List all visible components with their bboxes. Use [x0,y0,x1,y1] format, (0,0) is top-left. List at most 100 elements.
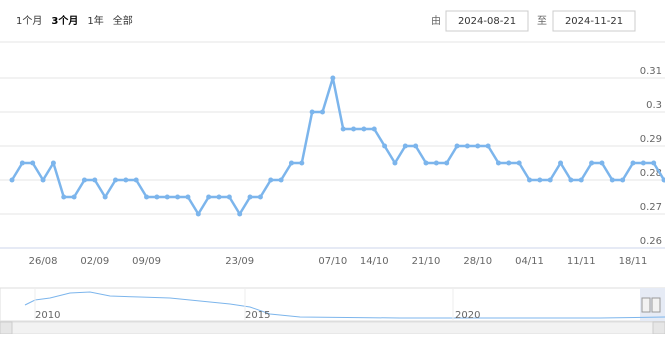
point [247,194,253,200]
x-tick-label: 11/11 [567,256,596,267]
point [30,160,36,166]
from-label: 由 [431,14,441,27]
point [309,109,315,115]
navigator-handle[interactable] [651,297,661,313]
x-tick-label: 09/09 [132,256,161,267]
y-tick-label: 0.31 [640,66,662,77]
navigator-series [24,291,665,319]
point [485,143,491,149]
to-input[interactable] [552,10,636,32]
point [433,160,439,166]
to-date[interactable]: 2024-11-21 [565,16,623,27]
point [61,194,67,200]
point [237,211,243,217]
navigator: 2010 2015 2020 [0,287,665,335]
point [19,160,25,166]
point [164,194,170,200]
x-tick-label: 14/10 [360,256,389,267]
point [413,143,419,149]
point [40,177,46,183]
point [423,160,429,166]
scrollbar[interactable] [0,321,665,335]
point [578,177,584,183]
point [651,160,657,166]
point [113,177,118,183]
point [185,194,191,200]
y-tick-label: 0.27 [640,202,662,213]
point [454,143,460,149]
point [516,160,522,166]
line [10,76,665,216]
point [330,75,336,81]
range-button[interactable]: 1个月 [16,15,42,27]
point [609,177,615,183]
point [537,177,543,183]
point [506,160,512,166]
y-tick-label: 0.29 [640,134,662,145]
point [123,177,129,183]
point [278,177,284,183]
point [527,177,532,183]
point [351,126,357,132]
point [361,126,367,132]
from-input[interactable] [445,10,529,32]
y-tick-label: 0.3 [646,100,662,111]
x-tick-label: 21/10 [412,256,441,267]
point [133,177,139,183]
point [268,177,274,183]
point [226,194,232,200]
point [640,160,646,166]
navigator-frame [0,287,665,322]
range-button[interactable]: 1年 [87,14,103,27]
point [92,177,98,183]
x-tick-label: 02/09 [80,256,109,267]
point [402,143,408,149]
x-tick-label: 07/10 [318,256,347,267]
navigator-label: 2015 [245,310,270,321]
point [320,109,325,115]
point [288,160,294,166]
navigator-handle[interactable] [641,297,651,313]
x-tick-label: 23/09 [225,256,254,267]
point [195,211,201,217]
point [558,160,564,166]
y-tick-label: 0.26 [640,236,662,247]
point [371,126,377,132]
point [547,177,553,183]
point [464,143,470,149]
point [661,177,665,183]
point [71,194,77,200]
point [495,160,501,166]
scroll-right[interactable] [652,321,665,335]
point [144,194,150,200]
from-date[interactable]: 2024-08-21 [458,16,516,27]
point [50,160,56,166]
range-button[interactable]: 全部 [113,14,133,27]
point [382,143,388,149]
navigator-label: 2010 [35,310,60,321]
navigator-label: 2020 [455,310,480,321]
point [475,143,481,149]
point [102,194,108,200]
point [299,160,305,166]
point [568,177,574,183]
point [620,177,626,183]
point [589,160,595,166]
scroll-left[interactable] [0,321,13,335]
point [175,194,181,200]
to-label: 至 [537,15,547,27]
x-tick-label: 04/11 [515,256,544,267]
point [392,160,398,166]
x-tick-label: 28/10 [463,256,492,267]
point [9,177,15,183]
point [206,194,212,200]
range-selector: 由 2024-08-21 至 2024-11-21 [431,10,636,32]
x-tick-label: 26/08 [29,256,58,267]
point [216,194,222,200]
point [444,160,450,166]
point [340,126,346,132]
range-button[interactable]: 3个月 [51,14,78,27]
point [257,194,263,200]
